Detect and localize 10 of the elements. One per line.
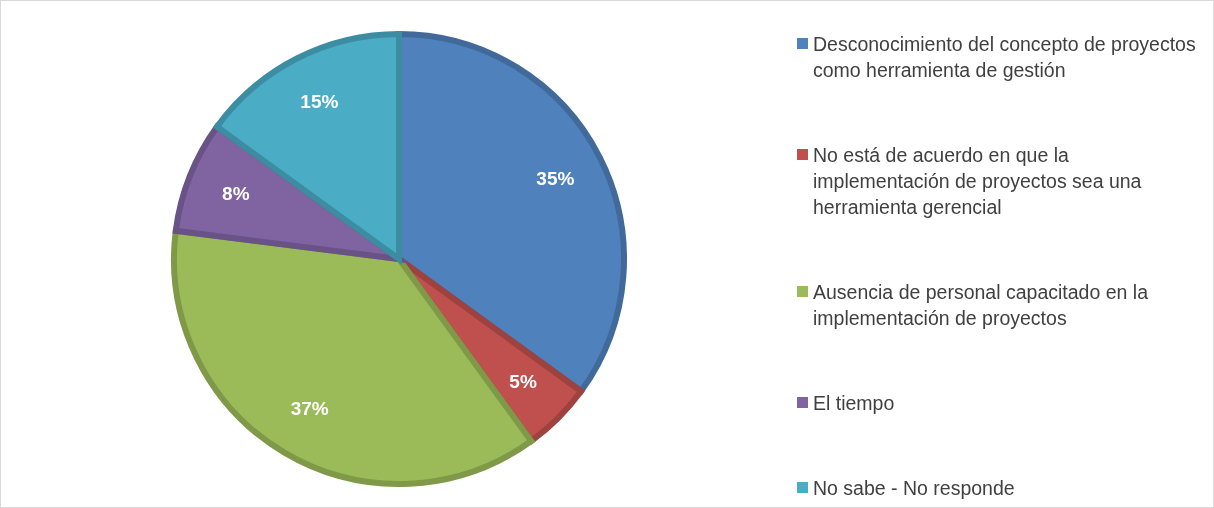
data-label: 15% — [300, 90, 339, 112]
data-label: 8% — [222, 182, 250, 204]
legend-label: No está de acuerdo en que la implementación de proyectos sea una herramienta gerencial — [813, 143, 1143, 220]
legend-label: El tiempo — [813, 391, 895, 416]
data-label: 35% — [536, 167, 575, 189]
legend-label: No sabe - No responde — [813, 476, 1015, 501]
legend-label: Ausencia de personal capacitado en la implementación de proyectos — [813, 280, 1149, 331]
legend-label: Desconocimiento del concepto de proyectos como herramienta de gestión — [813, 32, 1197, 83]
data-label: 37% — [290, 398, 329, 420]
data-label: 5% — [509, 371, 537, 393]
